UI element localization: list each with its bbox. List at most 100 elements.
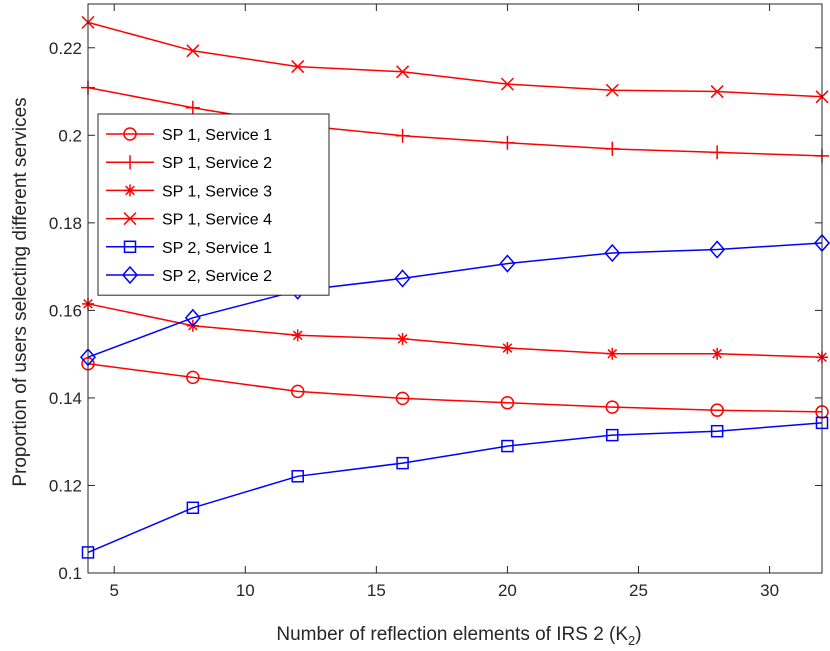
legend-marker-6-shape — [122, 265, 138, 285]
series-1-point-2-shape — [186, 370, 200, 385]
series-6-point-5-shape — [499, 254, 516, 273]
series-5-point-4-shape — [396, 456, 409, 470]
series-1-point-4-shape — [395, 391, 410, 406]
series-2-point-6 — [605, 141, 620, 156]
legend-entry-1: SP 1, Service 1 — [106, 127, 272, 144]
legend: SP 1, Service 1 SP 1, Service 2 SP 1, Serv… — [97, 113, 330, 296]
legend-marker-4-shape — [123, 212, 137, 226]
series-4-point-7-shape — [710, 85, 724, 99]
series-3-point-3-shape — [291, 329, 304, 342]
legend-marker-2 — [123, 155, 137, 170]
legend-entry-5: SP 2, Service 1 — [106, 240, 272, 257]
y-tick-label-5: 0.18 — [49, 214, 82, 233]
series-4-point-5 — [500, 77, 514, 91]
x-axis-label: Number of reflection elements of IRS 2 (… — [276, 624, 641, 648]
series-2-point-5 — [500, 135, 515, 150]
legend-marker-5 — [123, 240, 137, 254]
series-1-point-7-shape — [710, 403, 724, 417]
series-4-point-3 — [291, 60, 305, 74]
y-tick-label-3: 0.14 — [49, 389, 82, 408]
legend-marker-1-shape — [123, 127, 137, 141]
series-2-point-7 — [710, 145, 725, 160]
series-3-point-5-shape — [501, 342, 514, 355]
y-tick-label-6: 0.2 — [58, 126, 82, 145]
series-5-line — [87, 422, 823, 554]
series-2-point-7-shape — [710, 145, 725, 160]
series-3-point-3 — [291, 329, 304, 342]
series-5-point-6-shape — [606, 428, 619, 442]
legend-box — [97, 113, 330, 296]
series-2-line — [87, 86, 823, 157]
legend-marker-2-shape — [123, 155, 137, 170]
legend-label-6: SP 2, Service 2 — [162, 268, 272, 285]
series-6-point-2-shape — [184, 308, 201, 327]
series-3-point-4-shape — [396, 332, 409, 345]
y-tick-label-2: 0.12 — [49, 476, 82, 495]
series-6-point-7 — [709, 240, 726, 259]
y-tick-label-4: 0.16 — [49, 301, 82, 320]
series-3-point-6 — [606, 347, 619, 360]
legend-entry-3: SP 1, Service 3 — [106, 183, 272, 200]
series-4-point-3-shape — [291, 60, 305, 74]
series-1-line — [87, 363, 823, 413]
series-6-point-5 — [499, 254, 516, 273]
series-1-point-2 — [186, 370, 200, 385]
legend-entry-4: SP 1, Service 4 — [106, 212, 272, 229]
legend-marker-3-shape — [124, 184, 136, 197]
series-2-point-4 — [395, 128, 410, 143]
series-4-line — [87, 21, 823, 98]
legend-label-5: SP 2, Service 1 — [162, 240, 272, 257]
series-1-point-5 — [500, 395, 515, 410]
series-3-point-7-shape — [711, 347, 724, 360]
series-3-line — [87, 303, 823, 358]
series-5-point-6 — [606, 428, 619, 442]
legend-marker-6 — [122, 265, 138, 285]
series-5-point-7 — [710, 424, 724, 438]
x-tick-label-1: 5 — [109, 581, 118, 600]
x-tick-label-3: 15 — [367, 581, 386, 600]
legend-label-3: SP 1, Service 3 — [162, 183, 272, 200]
series-3-point-7 — [711, 347, 724, 360]
series-5-point-5-shape — [501, 439, 514, 453]
axes-layer: 5 10 15 20 25 30 0.1 0.12 0.14 0.16 0.18 0.2 0.22 — [49, 3, 823, 600]
series-1-point-3-shape — [290, 384, 305, 399]
series-3-point-6-shape — [606, 347, 619, 360]
x-axis-label-close: ) — [635, 624, 641, 645]
series-5-point-2 — [186, 501, 200, 515]
legend-entry-6: SP 2, Service 2 — [106, 265, 272, 285]
series-4-point-4-shape — [396, 65, 410, 79]
x-tick-label-5: 25 — [629, 581, 648, 600]
series-6 — [80, 233, 830, 367]
series-5-point-7-shape — [710, 424, 724, 438]
series-4-point-5-shape — [500, 77, 514, 91]
series-5-point-2-shape — [186, 501, 200, 515]
y-tick-label-1: 0.1 — [58, 564, 82, 583]
legend-label-4: SP 1, Service 4 — [162, 212, 272, 229]
series-1-point-6-shape — [605, 400, 620, 414]
x-tick-label-4: 20 — [498, 581, 517, 600]
series-6-point-2 — [184, 308, 201, 327]
series-3-point-4 — [396, 332, 409, 345]
legend-marker-3 — [124, 184, 136, 197]
series-2-point-6-shape — [605, 141, 620, 156]
series-6-point-7-shape — [709, 240, 726, 259]
series-4-point-6 — [605, 83, 619, 97]
series-5-point-3 — [291, 470, 304, 483]
series-6-point-4 — [394, 269, 411, 288]
series-1-point-5-shape — [500, 395, 515, 410]
series-1-point-4 — [395, 391, 410, 406]
series-4-point-6-shape — [605, 83, 619, 97]
legend-label-1: SP 1, Service 1 — [162, 127, 272, 144]
legend-label-2: SP 1, Service 2 — [162, 155, 272, 172]
x-tick-label-6: 30 — [760, 581, 779, 600]
series-4-point-4 — [396, 65, 410, 79]
series-5-point-4 — [396, 456, 409, 470]
series-6-point-6-shape — [604, 243, 621, 263]
series-5-point-3-shape — [291, 470, 304, 483]
y-tick-label-7: 0.22 — [49, 39, 82, 58]
series-4-point-2-shape — [186, 44, 200, 58]
series-2-point-5-shape — [500, 135, 515, 150]
series-6-point-4-shape — [394, 269, 411, 288]
series-2-point-4-shape — [395, 128, 410, 143]
